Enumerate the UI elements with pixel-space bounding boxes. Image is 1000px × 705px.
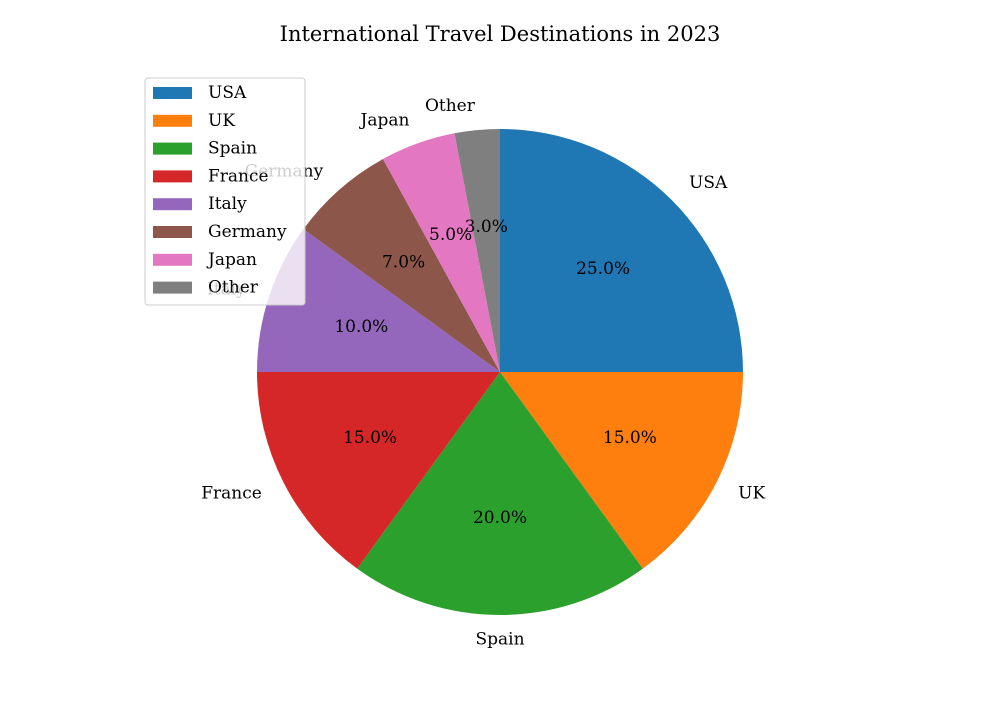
legend-swatch-other: [153, 281, 192, 294]
slice-percent-labels: 25.0% 15.0% 20.0% 15.0% 10.0% 7.0%5.0%3.0%: [334, 217, 657, 528]
legend-label-italy: Italy: [208, 194, 247, 214]
legend-frame: [144, 77, 306, 306]
legend-swatch-italy: [153, 198, 192, 211]
slice-percent-other: 3.0%: [465, 217, 508, 237]
slice-label-other: Other: [425, 96, 476, 116]
slice-label-usa: USA: [689, 173, 728, 193]
pie-slice-usa: [500, 129, 743, 372]
chart-title: International Travel Destinations in 202…: [280, 22, 721, 46]
legend-swatch-spain: [153, 142, 192, 155]
slice-percent-france: 15.0%: [343, 428, 397, 448]
legend-label-france: France: [208, 166, 269, 186]
slice-percent-uk: 15.0%: [603, 428, 657, 448]
slice-label-uk: UK: [738, 483, 765, 503]
pie-slice-france: [257, 372, 500, 569]
legend-label-other: Other: [208, 278, 259, 298]
legend-swatch-japan: [153, 253, 192, 266]
pie-slices: [257, 129, 743, 615]
legend-label-usa: USA: [208, 83, 247, 103]
slice-percent-italy: 10.0%: [334, 317, 388, 337]
slice-percent-spain: 20.0%: [473, 508, 527, 528]
slice-percent-germany: 7.0%: [382, 253, 425, 273]
legend-swatch-france: [153, 170, 192, 183]
legend-swatch-uk: [153, 114, 192, 127]
legend-label-uk: UK: [208, 111, 235, 131]
pie-slice-italy: [257, 229, 500, 372]
slice-label-japan: Japan: [359, 111, 410, 131]
pie-slice-germany: [303, 159, 500, 372]
legend-label-germany: Germany: [208, 222, 287, 242]
legend-swatch-usa: [153, 87, 192, 99]
slice-percent-japan: 5.0%: [429, 225, 472, 245]
pie-slice-other: [454, 129, 500, 372]
legend-label-japan: Japan: [206, 250, 257, 270]
slice-label-spain: Spain: [475, 629, 524, 649]
legend-swatch-germany: [153, 226, 192, 238]
legend: USA UK Spain France Italy Germany Japan Other: [144, 77, 306, 306]
pie-slice-japan: [382, 133, 500, 372]
slice-percent-usa: 25.0%: [576, 259, 630, 279]
pie-slice-uk: [500, 372, 743, 569]
slice-label-france: France: [201, 483, 262, 503]
pie-slice-spain: [357, 372, 643, 615]
legend-label-spain: Spain: [208, 139, 257, 159]
